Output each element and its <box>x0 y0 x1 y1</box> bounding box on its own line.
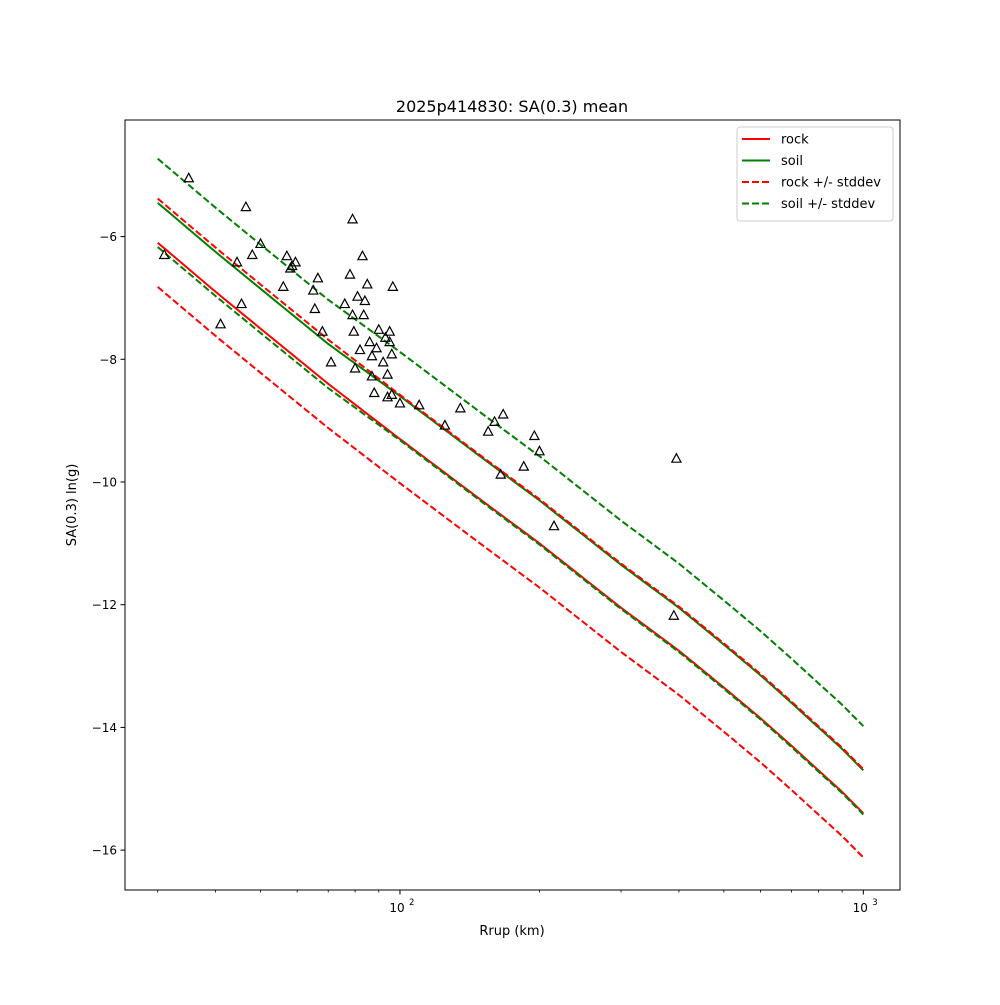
y-tick-label: −6 <box>99 230 117 244</box>
y-tick-label: −10 <box>92 475 117 489</box>
series-line-2 <box>157 197 865 770</box>
legend-label: rock <box>781 133 809 148</box>
observation-marker <box>381 391 394 402</box>
observation-marker <box>413 399 425 410</box>
observation-marker <box>312 272 324 283</box>
observation-marker <box>377 356 389 367</box>
observation-marker <box>368 386 380 398</box>
observation-marker <box>289 256 302 267</box>
observation-marker <box>495 468 507 479</box>
observation-marker <box>370 341 383 353</box>
observation-marker <box>316 325 328 336</box>
observation-marker <box>240 200 252 212</box>
observation-marker <box>235 297 248 309</box>
observation-marker <box>346 213 359 224</box>
x-tick-exponent: 2 <box>409 898 414 908</box>
observation-marker <box>386 348 398 359</box>
y-axis-ticks: −6 −8 −10 −12 −14 −16 <box>92 230 125 858</box>
observation-marker <box>533 445 546 456</box>
y-tick-label: −14 <box>92 721 117 735</box>
series-line-1 <box>157 202 865 772</box>
observation-marker <box>354 343 366 355</box>
x-tick-label: 10 <box>389 901 404 915</box>
series-line-0 <box>157 241 865 815</box>
observation-marker <box>339 297 351 309</box>
observation-marker <box>344 268 356 279</box>
series-line-4 <box>157 157 865 727</box>
observation-marker <box>497 408 509 419</box>
plot-area-frame <box>124 119 901 891</box>
observation-marker <box>277 280 289 291</box>
y-tick-label: −16 <box>92 844 117 858</box>
observation-marker <box>518 460 530 471</box>
legend-box <box>736 126 894 222</box>
observation-marker <box>359 294 371 306</box>
observation-marker <box>281 249 293 261</box>
observation-marker <box>488 415 501 426</box>
chart-title: 2025p414830: SA(0.3) mean <box>396 97 628 116</box>
curves-layer <box>157 157 865 859</box>
observation-marker <box>454 402 466 413</box>
observation-marker <box>548 519 560 531</box>
x-tick-exponent: 3 <box>872 898 877 908</box>
observation-marker <box>439 419 451 430</box>
observation-marker <box>528 429 540 441</box>
observation-marker <box>246 248 258 260</box>
observation-marker <box>668 609 680 620</box>
observation-marker <box>356 249 369 261</box>
observation-marker <box>158 248 170 260</box>
series-line-5 <box>157 246 865 816</box>
legend-label: soil +/- stddev <box>781 197 876 212</box>
observation-marker <box>394 397 406 408</box>
observations-layer <box>158 172 683 620</box>
observation-marker <box>349 362 361 373</box>
observation-marker <box>482 425 494 436</box>
observation-marker <box>358 308 370 320</box>
observation-marker <box>381 368 394 379</box>
observation-marker <box>373 323 385 334</box>
y-tick-label: −12 <box>92 598 117 612</box>
observation-marker <box>307 284 319 295</box>
observation-marker <box>309 302 321 314</box>
series-line-3 <box>157 286 865 859</box>
observation-marker <box>254 237 267 249</box>
observation-marker <box>325 356 337 367</box>
observation-marker <box>670 452 683 463</box>
observation-marker <box>384 325 396 336</box>
observation-marker <box>386 388 398 399</box>
y-tick-label: −8 <box>99 353 117 367</box>
observation-marker <box>366 349 378 361</box>
observation-marker <box>387 280 399 291</box>
legend-label: soil <box>781 154 803 169</box>
observation-marker <box>348 325 360 336</box>
observation-marker <box>346 308 359 320</box>
x-axis-label: Rrup (km) <box>479 924 544 939</box>
observation-marker <box>379 331 391 342</box>
observation-marker <box>364 335 376 347</box>
observation-marker <box>231 256 243 267</box>
observation-marker <box>351 290 364 301</box>
y-axis-label: SA(0.3) ln(g) <box>65 464 80 547</box>
observation-marker <box>183 172 195 183</box>
observation-marker <box>361 278 373 289</box>
observation-marker <box>214 318 227 329</box>
legend: rock soil rock +/- stddev soil +/- stddev <box>736 126 894 222</box>
x-tick-label: 10 <box>853 901 868 915</box>
observation-marker <box>384 335 396 347</box>
x-axis-ticks: 10 2 10 3 <box>157 890 878 915</box>
legend-label: rock +/- stddev <box>781 176 881 191</box>
observation-marker <box>366 370 378 381</box>
